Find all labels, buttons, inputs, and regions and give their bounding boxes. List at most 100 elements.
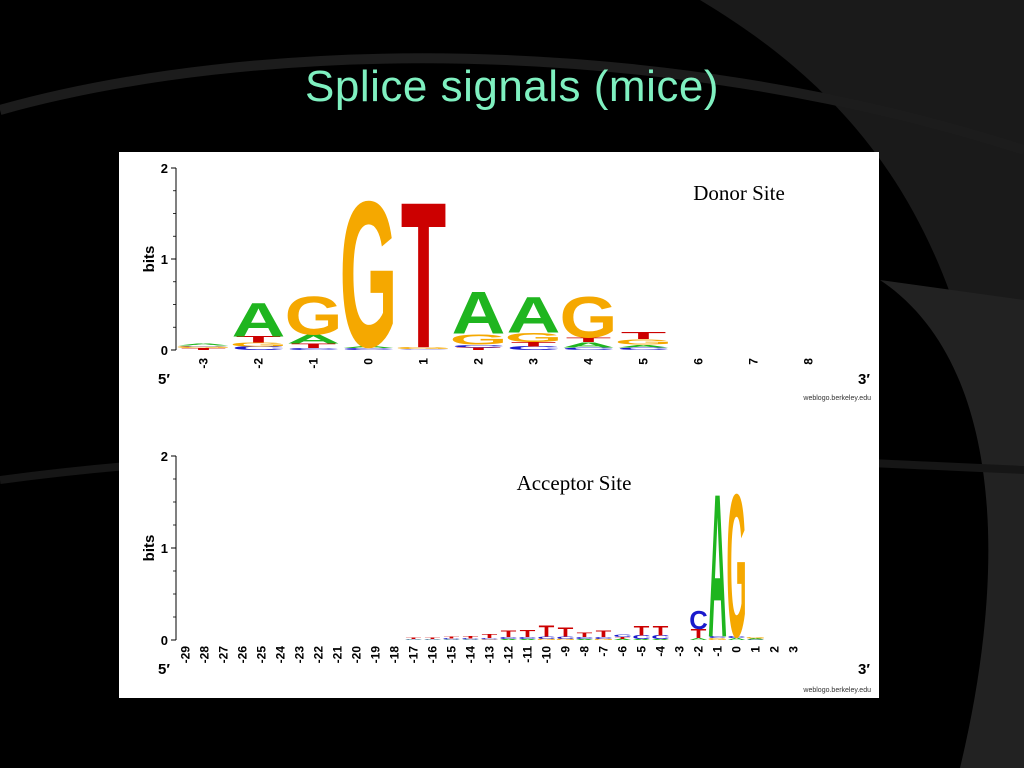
position-tick-label: 3 xyxy=(527,358,541,365)
logo-letter-A: A xyxy=(746,638,765,639)
logo-letter-A: A xyxy=(342,346,396,349)
logo-letter-C: C xyxy=(461,638,480,639)
position-tick-label: 0 xyxy=(362,358,376,365)
position-tick-label: -11 xyxy=(521,646,535,663)
y-tick-label: 0 xyxy=(161,343,168,358)
logo-letter-C: C xyxy=(594,637,613,640)
logo-letter-A: A xyxy=(727,638,746,641)
logo-letter-T: T xyxy=(511,341,556,348)
logo-letter-T: T xyxy=(181,348,226,351)
logo-letter-G: G xyxy=(594,639,614,640)
position-tick-label: -20 xyxy=(350,646,364,664)
logo-letter-C: C xyxy=(575,637,594,640)
logo-letter-T: T xyxy=(425,637,441,639)
position-tick-label: 5 xyxy=(637,358,651,365)
logo-letter-A: A xyxy=(287,332,341,346)
position-tick-label: -18 xyxy=(388,646,402,664)
logo-letter-C: C xyxy=(404,639,423,640)
logo-letter-C: C xyxy=(423,639,442,640)
y-tick-label: 0 xyxy=(161,633,168,648)
y-axis-label: bits xyxy=(141,246,158,273)
logo-letter-T: T xyxy=(406,638,422,639)
logo-letter-A: A xyxy=(651,639,670,640)
position-tick-label: -10 xyxy=(540,646,554,664)
logo-letter-T: T xyxy=(444,636,460,639)
position-tick-label: -22 xyxy=(312,646,326,664)
position-tick-label: -26 xyxy=(236,646,250,664)
logo-letter-A: A xyxy=(404,639,423,640)
logo-letter-C: C xyxy=(480,638,499,640)
position-tick-label: -9 xyxy=(559,646,573,657)
position-tick-label: -2 xyxy=(692,646,706,657)
logo-letter-C: C xyxy=(689,607,708,635)
logo-letter-T: T xyxy=(596,630,612,640)
position-tick-label: -7 xyxy=(597,646,611,657)
logo-letter-C: C xyxy=(632,634,651,640)
logo-letter-T: T xyxy=(653,623,669,639)
logo-letter-C: C xyxy=(287,348,341,351)
logo-letter-T: T xyxy=(520,628,536,639)
logo-letter-C: C xyxy=(613,634,632,638)
slide-title: Splice signals (mice) xyxy=(305,62,719,111)
logo-letter-A: A xyxy=(632,639,651,640)
position-tick-label: -21 xyxy=(331,646,345,664)
logo-letter-A: A xyxy=(617,344,671,348)
logo-letter-G: G xyxy=(340,159,398,392)
logo-letter-G: G xyxy=(746,637,766,639)
logo-0: 0 1 2 bits Donor Site 5′ 3′ weblogo.berkeley.ed… xyxy=(141,159,871,402)
logo-letter-C: C xyxy=(556,636,575,640)
logo-letter-G: G xyxy=(285,285,343,346)
logo-letter-T: T xyxy=(621,330,666,341)
position-tick-label: -8 xyxy=(578,646,592,657)
logo-letter-T: T xyxy=(577,631,593,638)
position-tick-label: -3 xyxy=(197,358,211,369)
position-tick-label: 3 xyxy=(787,646,801,653)
end-label-3: 3′ xyxy=(858,661,870,678)
logo-letter-G: G xyxy=(175,346,233,349)
logo-letter-A: A xyxy=(423,639,442,640)
position-tick-label: -23 xyxy=(293,646,307,664)
position-tick-label: 6 xyxy=(692,358,706,365)
logo-letter-G: G xyxy=(615,338,673,346)
logo-letter-C: C xyxy=(518,637,537,640)
logo-letter-C: C xyxy=(342,348,396,351)
logo-letter-C: C xyxy=(442,638,461,639)
logo-letter-A: A xyxy=(708,451,727,680)
position-tick-label: -28 xyxy=(198,646,212,664)
logo-title: Donor Site xyxy=(693,181,785,205)
logo-letter-T: T xyxy=(236,335,281,345)
logo-letter-C: C xyxy=(617,347,671,351)
y-tick-label: 2 xyxy=(161,161,168,176)
logo-letter-G: G xyxy=(450,331,508,348)
logo-letter-G: G xyxy=(230,342,288,348)
logo-letter-G: G xyxy=(708,638,728,641)
position-tick-label: -13 xyxy=(483,646,497,664)
logo-letter-T: T xyxy=(539,623,555,640)
logo-letter-C: C xyxy=(537,636,556,640)
end-label-5: 5′ xyxy=(158,661,170,678)
logo-letter-C: C xyxy=(397,349,451,350)
logo-letter-C: C xyxy=(452,344,506,348)
logo-letter-A: A xyxy=(499,639,518,640)
logo-letter-T: T xyxy=(615,637,631,640)
logo-letter-T: T xyxy=(558,626,574,640)
logo-letter-A: A xyxy=(177,343,231,346)
position-tick-label: -24 xyxy=(274,646,288,664)
logo-letter-A: A xyxy=(461,639,480,640)
position-tick-label: -12 xyxy=(502,646,516,664)
position-tick-label: -27 xyxy=(217,646,231,664)
logo-letter-G: G xyxy=(556,639,576,640)
y-tick-label: 2 xyxy=(161,449,168,464)
logo-letter-T: T xyxy=(463,636,479,640)
logo-letter-A: A xyxy=(442,639,461,640)
logo-letter-T: T xyxy=(634,623,650,639)
position-tick-label: -17 xyxy=(407,646,421,664)
position-tick-label: 2 xyxy=(768,646,782,653)
position-tick-label: -1 xyxy=(307,358,321,369)
credit-label: weblogo.berkeley.edu xyxy=(802,687,871,694)
position-tick-label: -14 xyxy=(464,646,478,664)
logo-letter-A: A xyxy=(452,280,506,347)
logo-letter-T: T xyxy=(691,627,707,641)
logo-letter-A: A xyxy=(507,287,561,343)
